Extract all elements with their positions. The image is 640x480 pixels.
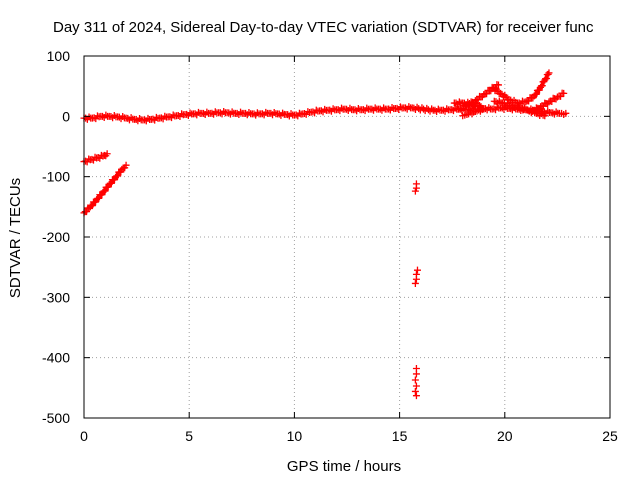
data-point-marker [279, 109, 287, 117]
data-point-marker [371, 104, 379, 112]
chart-title: Day 311 of 2024, Sidereal Day-to-day VTE… [53, 19, 594, 36]
data-point-marker [396, 103, 404, 111]
data-point-marker [411, 387, 419, 395]
data-point-marker [237, 108, 245, 116]
data-point-marker [220, 108, 228, 116]
data-point-marker [532, 90, 540, 98]
x-tick-label: 15 [392, 428, 408, 444]
data-point-marker [552, 108, 560, 116]
x-tick-label: 0 [80, 428, 88, 444]
x-tick-label: 25 [602, 428, 618, 444]
data-point-marker [459, 112, 467, 120]
data-point-marker [228, 108, 236, 116]
data-point-marker [157, 114, 165, 122]
data-point-marker [88, 202, 96, 210]
data-point-marker [85, 113, 93, 121]
y-axis-label: SDTVAR / TECUs [7, 178, 24, 298]
data-point-marker [194, 108, 202, 116]
data-point-marker [338, 104, 346, 112]
data-point-marker [434, 105, 442, 113]
data-point-marker [136, 115, 144, 123]
y-tick-label: -300 [42, 289, 70, 305]
x-tick-label: 20 [497, 428, 513, 444]
data-point-marker [541, 112, 549, 120]
x-axis-label: GPS time / hours [287, 458, 401, 475]
data-point-marker [127, 114, 135, 122]
data-point-marker [455, 98, 463, 106]
data-point-marker [412, 392, 420, 400]
data-points [80, 69, 570, 400]
data-point-marker [253, 109, 261, 117]
x-axis-ticks: 0 5 10 15 20 25 [80, 56, 618, 444]
data-point-marker [412, 370, 420, 378]
data-point-marker [270, 108, 278, 116]
data-point-marker [186, 109, 194, 117]
data-point-marker [542, 74, 550, 82]
y-tick-label: -400 [42, 350, 70, 366]
data-point-marker [544, 107, 552, 115]
data-point-marker [174, 111, 182, 119]
data-point-marker [538, 82, 546, 90]
data-point-marker [562, 109, 570, 117]
data-point-marker [149, 115, 157, 123]
y-tick-label: 0 [62, 108, 70, 124]
data-point-marker [411, 279, 419, 287]
data-point-marker [119, 112, 127, 120]
data-point-marker [443, 105, 451, 113]
data-point-marker [292, 111, 300, 119]
data-point-marker [102, 111, 110, 119]
data-point-marker [490, 105, 498, 113]
data-point-marker [388, 104, 396, 112]
data-point-marker [95, 194, 103, 202]
data-point-marker [110, 111, 118, 119]
data-point-marker [122, 161, 130, 169]
y-tick-label: 100 [47, 48, 71, 64]
data-point-marker [494, 81, 502, 89]
data-point-marker [544, 70, 552, 78]
data-point-marker [107, 179, 115, 187]
data-point-marker [411, 376, 419, 384]
data-point-marker [211, 108, 219, 116]
data-point-marker [262, 108, 270, 116]
data-point-marker [245, 108, 253, 116]
data-point-marker [545, 69, 553, 77]
data-point-marker [560, 89, 568, 97]
data-point-marker [354, 104, 362, 112]
data-point-marker [144, 114, 152, 122]
x-tick-label: 10 [287, 428, 303, 444]
y-tick-label: -200 [42, 229, 70, 245]
data-point-marker [329, 105, 337, 113]
data-point-marker [114, 172, 122, 180]
data-point-marker [346, 104, 354, 112]
data-point-marker [461, 102, 469, 110]
data-point-marker [287, 110, 295, 118]
data-point-marker [203, 108, 211, 116]
data-point-marker [309, 108, 317, 116]
data-point-marker [411, 187, 419, 195]
data-point-marker [115, 113, 123, 121]
data-point-marker [101, 187, 109, 195]
data-point-marker [557, 92, 565, 100]
y-axis-ticks: -500 -400 -300 -200 -100 0 100 [42, 48, 610, 426]
data-point-marker [485, 104, 493, 112]
data-point-marker [103, 150, 111, 158]
data-point-marker [412, 184, 420, 192]
y-tick-label: -100 [42, 169, 70, 185]
x-tick-label: 5 [185, 428, 193, 444]
data-point-marker [166, 113, 174, 121]
data-point-marker [380, 104, 388, 112]
data-point-marker [321, 105, 329, 113]
data-point-marker [412, 382, 420, 390]
data-point-marker [412, 275, 420, 283]
data-point-marker [363, 104, 371, 112]
data-point-marker [428, 105, 436, 113]
data-point-marker [476, 101, 484, 109]
y-tick-label: -500 [42, 410, 70, 426]
data-point-marker [405, 103, 413, 111]
data-point-marker [413, 266, 421, 274]
